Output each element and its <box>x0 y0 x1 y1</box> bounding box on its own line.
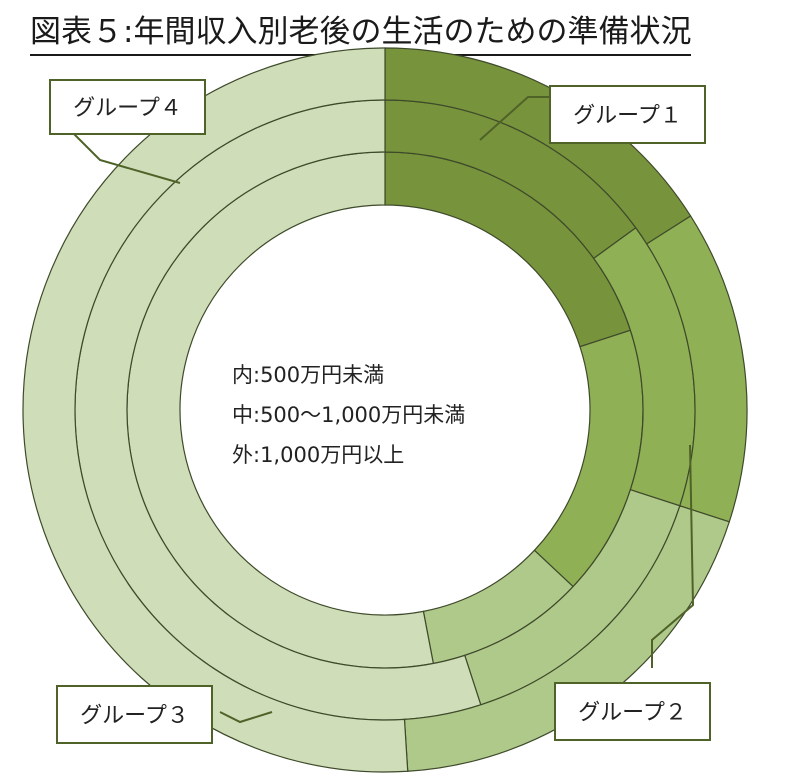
callout-group1: グループ１ <box>549 85 706 144</box>
callout-label-group1: グループ１ <box>573 104 682 129</box>
callout-box-group2 <box>554 682 711 741</box>
center-label-outer: 外:1,000万円以上 <box>232 443 404 467</box>
callout-label-group2: グループ２ <box>578 701 687 726</box>
callout-box-group4 <box>49 79 206 135</box>
leader-line-group2 <box>651 444 695 668</box>
leader-line-group4 <box>69 129 181 184</box>
callout-box-group1 <box>549 85 706 144</box>
callout-label-group4: グループ４ <box>73 96 182 121</box>
slice-outer-group4 <box>22 47 409 773</box>
callout-box-group3 <box>56 685 213 744</box>
center-label-middle: 中:500～1,000万円未満 <box>232 403 465 427</box>
leader-line-group1 <box>479 96 549 141</box>
callout-group2: グループ２ <box>554 682 711 741</box>
center-label-inner: 内:500万円未満 <box>232 363 384 387</box>
callout-group4: グループ４ <box>49 79 206 135</box>
callout-label-group3: グループ３ <box>80 704 189 729</box>
leader-line-group3 <box>219 711 273 724</box>
callout-group3: グループ３ <box>56 685 213 744</box>
